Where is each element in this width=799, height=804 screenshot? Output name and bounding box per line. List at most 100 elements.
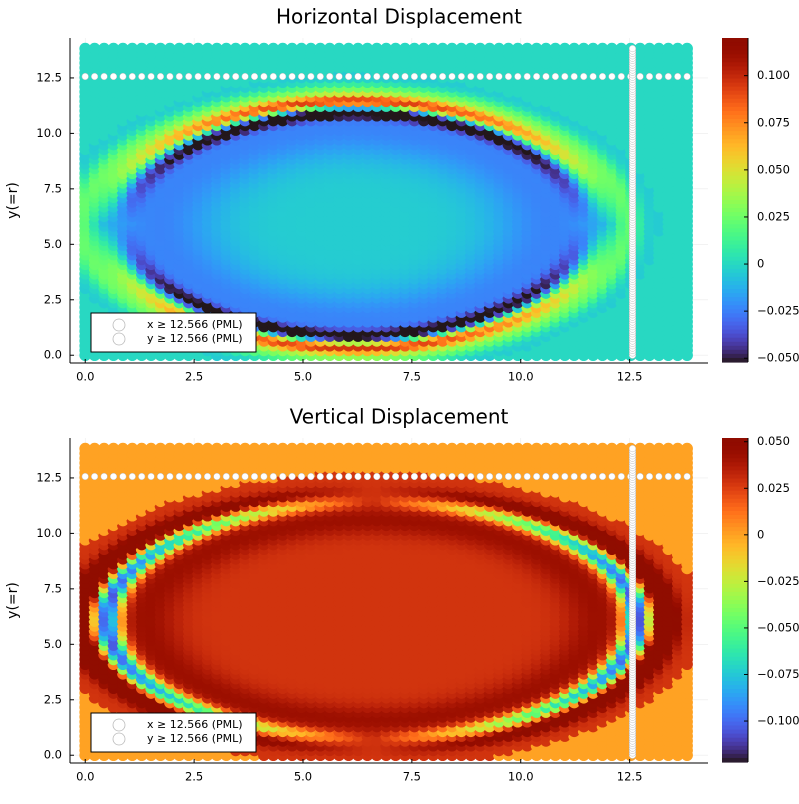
pml-marker-y	[580, 73, 587, 80]
colorbar-segment	[722, 253, 748, 258]
pml-marker-y	[486, 73, 493, 80]
pml-marker-y	[533, 73, 540, 80]
pml-marker-y	[345, 73, 352, 80]
colorbar-segment	[722, 236, 748, 241]
colorbar-segment	[722, 245, 748, 250]
colorbar-segment	[722, 293, 748, 298]
pml-marker-y	[214, 73, 221, 80]
colorbar-segment	[722, 111, 748, 116]
colorbar-segment	[722, 164, 748, 169]
x-tick-label: 7.5	[403, 370, 421, 384]
pml-marker-y	[195, 73, 202, 80]
pml-marker-y	[684, 73, 691, 80]
pml-marker-y	[110, 73, 117, 80]
colorbar-segment	[722, 350, 748, 355]
pml-marker-y	[317, 73, 324, 80]
pml-marker-y	[392, 73, 399, 80]
colorbar-segment	[722, 309, 748, 314]
pml-marker-y	[637, 73, 644, 80]
pml-marker-y	[646, 73, 653, 80]
pml-marker-y	[355, 73, 362, 80]
colorbar-tick-label: −0.050	[757, 351, 799, 365]
colorbar-segment	[722, 83, 748, 88]
pml-marker-y	[232, 73, 239, 80]
colorbar-segment	[722, 232, 748, 237]
pml-marker-y	[167, 73, 174, 80]
y-tick-label: 2.5	[44, 292, 62, 306]
colorbar-segment	[722, 62, 748, 67]
colorbar-segment	[722, 220, 748, 225]
colorbar-segment	[722, 342, 748, 347]
colorbar-segment	[722, 265, 748, 270]
colorbar-segment	[722, 273, 748, 278]
colorbar-segment	[722, 46, 748, 51]
legend-entry: y ≥ 12.566 (PML)	[147, 332, 243, 345]
pml-marker-y	[449, 73, 456, 80]
pml-marker-y	[261, 73, 268, 80]
data-point	[681, 43, 693, 55]
colorbar-segment	[722, 172, 748, 177]
colorbar-segment	[722, 54, 748, 59]
pml-marker-y	[383, 73, 390, 80]
colorbar-segment	[722, 322, 748, 327]
colorbar-segment	[722, 301, 748, 306]
pml-marker-y	[279, 73, 286, 80]
pml-marker-y	[571, 73, 578, 80]
pml-marker-y	[223, 73, 230, 80]
colorbar-segment	[722, 151, 748, 156]
pml-marker-y	[270, 73, 277, 80]
pml-marker-y	[421, 73, 428, 80]
legend-entry: x ≥ 12.566 (PML)	[147, 318, 243, 331]
pml-marker-y	[656, 73, 663, 80]
colorbar-segment	[722, 135, 748, 140]
colorbar-segment	[722, 176, 748, 181]
pml-marker-y	[289, 73, 296, 80]
pml-marker-y	[120, 73, 127, 80]
x-tick-label: 12.5	[617, 370, 643, 384]
colorbar-segment	[722, 196, 748, 201]
pml-marker-y	[430, 73, 437, 80]
pml-marker-y	[176, 73, 183, 80]
colorbar-segment	[722, 91, 748, 96]
colorbar-segment	[722, 38, 748, 43]
x-tick-label: 5.0	[294, 370, 312, 384]
colorbar-segment	[722, 212, 748, 217]
pml-marker-y	[364, 73, 371, 80]
pml-marker-y	[242, 73, 249, 80]
colorbar-segment	[722, 147, 748, 152]
pml-marker-y	[91, 73, 98, 80]
y-tick-label: 10.0	[36, 126, 62, 140]
pml-marker-y	[298, 73, 305, 80]
colorbar-segment	[722, 42, 748, 47]
colorbar-segment	[722, 123, 748, 128]
x-tick-label: 10.0	[508, 370, 534, 384]
colorbar-segment	[722, 249, 748, 254]
colorbar-segment	[722, 139, 748, 144]
colorbar-segment	[722, 103, 748, 108]
pml-marker-y	[618, 73, 625, 80]
colorbar-segment	[722, 285, 748, 290]
colorbar-tick-label: 0.075	[757, 115, 790, 129]
pml-marker-x	[629, 45, 636, 52]
colorbar-segment	[722, 87, 748, 92]
colorbar-segment	[722, 180, 748, 185]
legend: x ≥ 12.566 (PML)y ≥ 12.566 (PML)	[91, 313, 256, 352]
pml-marker-y	[665, 73, 672, 80]
pml-marker-y	[674, 73, 681, 80]
colorbar-segment	[722, 277, 748, 282]
pml-marker-y	[562, 73, 569, 80]
colorbar-segment	[722, 160, 748, 165]
colorbar-segment	[722, 58, 748, 63]
pml-marker-y	[204, 73, 211, 80]
y-tick-label: 0.0	[44, 348, 62, 362]
colorbar-segment	[722, 155, 748, 160]
colorbar-segment	[722, 127, 748, 132]
chart-title: Vertical Displacement	[290, 405, 509, 429]
colorbar-segment	[722, 200, 748, 205]
pml-marker-y	[157, 73, 164, 80]
colorbar-segment	[722, 281, 748, 286]
